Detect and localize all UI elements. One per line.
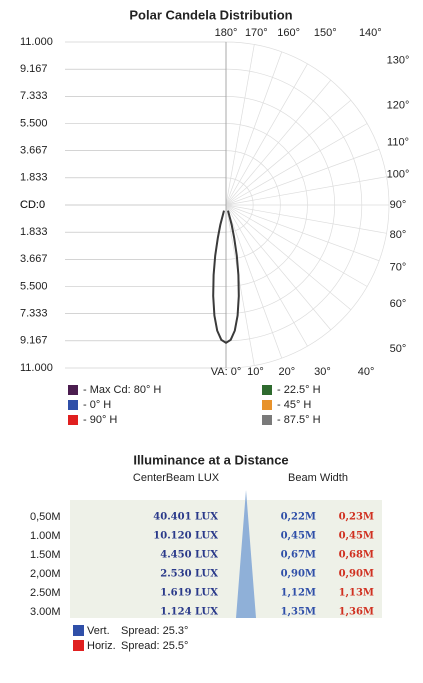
legend-label: - 87.5° H (277, 414, 321, 426)
table-title: Illuminance at a Distance (133, 452, 288, 467)
r-tick-label: 3.667 (20, 253, 48, 265)
spread-text: Spread: 25.5° (121, 640, 188, 652)
distance: 1.00M (30, 530, 61, 542)
angle-tick-label: 100° (387, 169, 410, 181)
spread-swatch (73, 640, 84, 651)
legend-label: - 90° H (83, 414, 117, 426)
r-tick-label: 11.000 (20, 362, 53, 374)
legend-label: - 22.5° H (277, 384, 321, 396)
angle-tick-label: 60° (390, 298, 407, 310)
legend-swatch (68, 385, 78, 395)
legend-label: - 0° H (83, 399, 111, 411)
horiz-width: 0,90M (339, 569, 374, 580)
angle-tick-label: 120° (387, 100, 410, 112)
lux: 10.120 LUX (153, 531, 218, 542)
angle-tick-label: 70° (390, 262, 407, 274)
distance: 3.00M (30, 606, 61, 618)
column-header: CenterBeam LUX (133, 472, 220, 484)
r-tick-label: 11.000 (20, 36, 53, 48)
r-tick-label: 5.500 (20, 117, 48, 129)
legend-swatch (262, 400, 272, 410)
distance: 1.50M (30, 549, 61, 561)
vert-width: 0,45M (281, 531, 316, 542)
legend-label: - Max Cd: 80° H (83, 384, 161, 396)
angle-tick-label: 50° (390, 343, 407, 355)
distance: 2.50M (30, 587, 61, 599)
spread-swatch (73, 625, 84, 636)
angle-tick-label: 110° (387, 136, 409, 148)
spread-text: Spread: 25.3° (121, 625, 188, 637)
angle-tick-label: 170° (245, 27, 268, 39)
angle-tick-label: 10° (247, 366, 264, 378)
distance: 2,00M (30, 568, 61, 580)
r-tick-label: 7.333 (20, 90, 48, 102)
legend-swatch (68, 415, 78, 425)
angle-tick-label: 130° (387, 55, 410, 67)
r-tick-label: 9.167 (20, 63, 48, 75)
angle-tick-label: 80° (390, 229, 407, 241)
table-band (70, 500, 382, 618)
r-tick-label: 9.167 (20, 335, 48, 347)
legend-swatch (262, 415, 272, 425)
angle-tick-label: 20° (278, 366, 295, 378)
horiz-width: 0,68M (339, 550, 374, 561)
legend-swatch (262, 385, 272, 395)
vert-width: 1,12M (281, 588, 316, 599)
chart-title: Polar Candela Distribution (129, 7, 292, 22)
vert-width: 0,90M (281, 569, 316, 580)
r-tick-label: 3.667 (20, 145, 48, 157)
legend-swatch (68, 400, 78, 410)
spread-name: Vert. (87, 625, 110, 637)
r-tick-label: 5.500 (20, 280, 48, 292)
angle-tick-label: 40° (358, 366, 375, 378)
r-tick-label: CD:0 (20, 199, 45, 211)
horiz-width: 1,36M (339, 607, 374, 618)
vert-width: 1,35M (281, 607, 316, 618)
vert-width: 0,22M (281, 512, 316, 523)
lux: 1.619 LUX (160, 588, 218, 599)
angle-tick-label: 180° (215, 27, 238, 39)
angle-tick-label: 150° (314, 27, 337, 39)
angle-tick-label: 30° (314, 366, 331, 378)
angle-tick-label: 160° (277, 27, 300, 39)
chart: Polar Candela Distribution Illuminance a… (0, 0, 423, 683)
r-tick-label: 1.833 (20, 226, 48, 238)
lux: 40.401 LUX (153, 512, 218, 523)
r-tick-label: 7.333 (20, 308, 48, 320)
column-header: Beam Width (288, 472, 348, 484)
angle-tick-label: 140° (359, 27, 382, 39)
spread-name: Horiz. (87, 640, 116, 652)
lux: 2.530 LUX (160, 569, 218, 580)
vert-width: 0,67M (281, 550, 316, 561)
horiz-width: 0,23M (339, 512, 374, 523)
lux: 4.450 LUX (160, 550, 218, 561)
horiz-width: 0,45M (339, 531, 374, 542)
r-tick-label: 1.833 (20, 172, 48, 184)
page: Polar Candela Distribution Illuminance a… (0, 0, 423, 683)
lux: 1.124 LUX (160, 607, 218, 618)
legend-label: - 45° H (277, 399, 311, 411)
horiz-width: 1,13M (339, 588, 374, 599)
distance: 0,50M (30, 511, 61, 523)
angle-tick-label: 90° (390, 199, 407, 211)
